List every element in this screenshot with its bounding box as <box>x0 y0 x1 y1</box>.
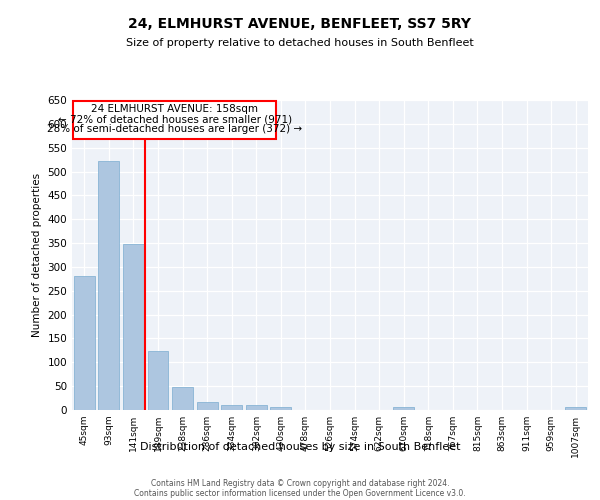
Bar <box>98 161 119 410</box>
Bar <box>565 406 586 410</box>
Text: Contains HM Land Registry data © Crown copyright and database right 2024.: Contains HM Land Registry data © Crown c… <box>151 478 449 488</box>
Bar <box>123 244 144 410</box>
Bar <box>246 405 267 410</box>
Text: Contains public sector information licensed under the Open Government Licence v3: Contains public sector information licen… <box>134 488 466 498</box>
Y-axis label: Number of detached properties: Number of detached properties <box>32 173 42 337</box>
Text: 24 ELMHURST AVENUE: 158sqm: 24 ELMHURST AVENUE: 158sqm <box>91 104 258 115</box>
Text: Size of property relative to detached houses in South Benfleet: Size of property relative to detached ho… <box>126 38 474 48</box>
Text: ← 72% of detached houses are smaller (971): ← 72% of detached houses are smaller (97… <box>58 114 292 124</box>
Bar <box>221 405 242 410</box>
Text: 28% of semi-detached houses are larger (372) →: 28% of semi-detached houses are larger (… <box>47 124 302 134</box>
Bar <box>148 352 169 410</box>
Bar <box>393 406 414 410</box>
Text: 24, ELMHURST AVENUE, BENFLEET, SS7 5RY: 24, ELMHURST AVENUE, BENFLEET, SS7 5RY <box>128 18 472 32</box>
Text: Distribution of detached houses by size in South Benfleet: Distribution of detached houses by size … <box>140 442 460 452</box>
Bar <box>197 402 218 410</box>
Bar <box>74 276 95 410</box>
FancyBboxPatch shape <box>73 101 276 139</box>
Bar <box>271 406 292 410</box>
Bar <box>172 386 193 410</box>
